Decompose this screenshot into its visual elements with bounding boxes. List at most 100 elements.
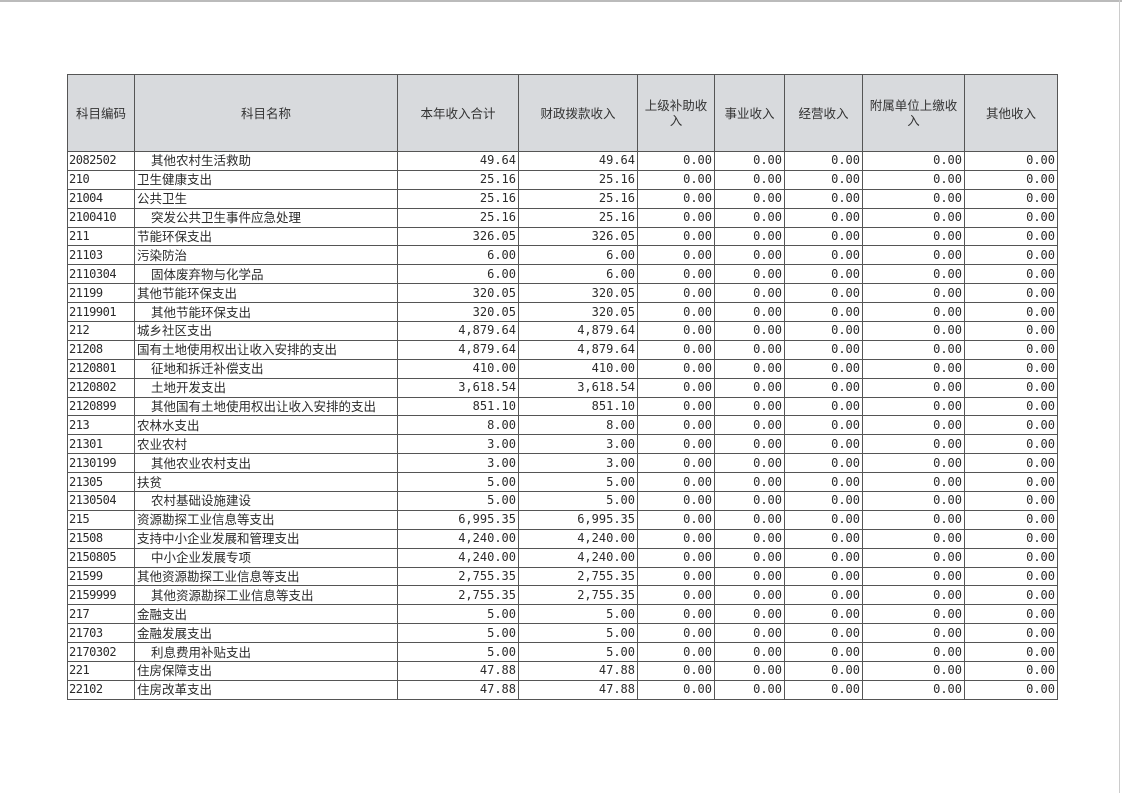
cell-name: 其他农村生活救助 — [134, 151, 398, 171]
cell-affiliated: 0.00 — [862, 566, 965, 587]
table-row: 21703 金融发展支出 5.00 5.00 0.00 0.00 0.00 0.00 0.00 — [67, 623, 1058, 644]
cell-business: 0.00 — [714, 509, 785, 530]
header-operating: 经营收入 — [784, 74, 863, 152]
cell-code: 2150805 — [67, 547, 135, 568]
cell-operating: 0.00 — [784, 377, 863, 398]
subject-name: 资源勘探工业信息等支出 — [137, 512, 275, 528]
cell-business: 0.00 — [714, 604, 785, 625]
cell-fiscal: 49.64 — [518, 151, 638, 171]
cell-affiliated: 0.00 — [862, 396, 965, 417]
cell-fiscal: 4,879.64 — [518, 339, 638, 360]
cell-other: 0.00 — [964, 283, 1058, 304]
cell-name: 金融支出 — [134, 604, 398, 625]
cell-fiscal: 47.88 — [518, 661, 638, 681]
cell-code: 2120802 — [67, 377, 135, 398]
cell-total: 5.00 — [397, 472, 519, 493]
cell-business: 0.00 — [714, 358, 785, 379]
cell-fiscal: 2,755.35 — [518, 585, 638, 606]
cell-affiliated: 0.00 — [862, 547, 965, 568]
cell-superior-subsidy: 0.00 — [637, 396, 715, 417]
cell-superior-subsidy: 0.00 — [637, 245, 715, 266]
subject-name: 国有土地使用权出让收入安排的支出 — [137, 342, 338, 358]
subject-name: 利息费用补贴支出 — [151, 644, 252, 660]
cell-business: 0.00 — [714, 661, 785, 681]
cell-name: 利息费用补贴支出 — [134, 642, 398, 663]
cell-superior-subsidy: 0.00 — [637, 679, 715, 700]
cell-name: 资源勘探工业信息等支出 — [134, 509, 398, 530]
subject-name: 城乡社区支出 — [137, 323, 213, 339]
cell-affiliated: 0.00 — [862, 472, 965, 493]
cell-business: 0.00 — [714, 434, 785, 455]
cell-affiliated: 0.00 — [862, 377, 965, 398]
cell-affiliated: 0.00 — [862, 509, 965, 530]
cell-fiscal: 4,240.00 — [518, 528, 638, 549]
cell-total: 4,240.00 — [397, 547, 519, 568]
cell-business: 0.00 — [714, 151, 785, 171]
cell-other: 0.00 — [964, 358, 1058, 379]
table-row: 2110304 固体废弃物与化学品 6.00 6.00 0.00 0.00 0.00 0.00… — [67, 264, 1058, 285]
cell-operating: 0.00 — [784, 509, 863, 530]
header-fiscal: 财政拨款收入 — [518, 74, 638, 152]
cell-name: 其他资源勘探工业信息等支出 — [134, 585, 398, 606]
table-row: 22102 住房改革支出 47.88 47.88 0.00 0.00 0.00 0.00 0.0… — [67, 679, 1058, 700]
cell-code: 211 — [67, 226, 135, 247]
cell-total: 3,618.54 — [397, 377, 519, 398]
cell-affiliated: 0.00 — [862, 264, 965, 285]
cell-operating: 0.00 — [784, 472, 863, 493]
cell-operating: 0.00 — [784, 188, 863, 209]
subject-name: 住房保障支出 — [137, 663, 213, 679]
cell-total: 5.00 — [397, 604, 519, 625]
cell-superior-subsidy: 0.00 — [637, 264, 715, 285]
cell-other: 0.00 — [964, 302, 1058, 323]
cell-code: 2159999 — [67, 585, 135, 606]
cell-other: 0.00 — [964, 509, 1058, 530]
cell-affiliated: 0.00 — [862, 679, 965, 700]
cell-code: 210 — [67, 169, 135, 190]
cell-superior-subsidy: 0.00 — [637, 358, 715, 379]
cell-name: 扶贫 — [134, 472, 398, 493]
table-row: 210 卫生健康支出 25.16 25.16 0.00 0.00 0.00 0.00 0.00 — [67, 169, 1058, 190]
scan-edge-top — [0, 0, 1122, 2]
cell-affiliated: 0.00 — [862, 302, 965, 323]
cell-code: 2120801 — [67, 358, 135, 379]
cell-superior-subsidy: 0.00 — [637, 566, 715, 587]
cell-fiscal: 4,240.00 — [518, 547, 638, 568]
cell-superior-subsidy: 0.00 — [637, 661, 715, 681]
cell-superior-subsidy: 0.00 — [637, 491, 715, 511]
cell-other: 0.00 — [964, 434, 1058, 455]
cell-code: 215 — [67, 509, 135, 530]
cell-total: 5.00 — [397, 642, 519, 663]
cell-fiscal: 3,618.54 — [518, 377, 638, 398]
cell-code: 21103 — [67, 245, 135, 266]
cell-affiliated: 0.00 — [862, 491, 965, 511]
cell-other: 0.00 — [964, 679, 1058, 700]
cell-total: 851.10 — [397, 396, 519, 417]
cell-affiliated: 0.00 — [862, 453, 965, 474]
table-row: 2170302 利息费用补贴支出 5.00 5.00 0.00 0.00 0.00 0.00 0… — [67, 642, 1058, 663]
cell-fiscal: 3.00 — [518, 453, 638, 474]
cell-name: 固体废弃物与化学品 — [134, 264, 398, 285]
table-row: 2100410 突发公共卫生事件应急处理 25.16 25.16 0.00 0.00 0.0… — [67, 207, 1058, 228]
cell-name: 土地开发支出 — [134, 377, 398, 398]
cell-affiliated: 0.00 — [862, 528, 965, 549]
table-row: 2120801 征地和拆迁补偿支出 410.00 410.00 0.00 0.00 0.00… — [67, 358, 1058, 379]
cell-superior-subsidy: 0.00 — [637, 472, 715, 493]
cell-total: 3.00 — [397, 434, 519, 455]
cell-name: 节能环保支出 — [134, 226, 398, 247]
table-row: 21103 污染防治 6.00 6.00 0.00 0.00 0.00 0.00 0.00 — [67, 245, 1058, 266]
cell-other: 0.00 — [964, 453, 1058, 474]
table-row: 2120802 土地开发支出 3,618.54 3,618.54 0.00 0.00 0.0… — [67, 377, 1058, 398]
cell-code: 2119901 — [67, 302, 135, 323]
cell-other: 0.00 — [964, 491, 1058, 511]
cell-operating: 0.00 — [784, 396, 863, 417]
subject-name: 固体废弃物与化学品 — [151, 266, 264, 282]
cell-fiscal: 5.00 — [518, 642, 638, 663]
header-affiliated: 附属单位上缴收入 — [862, 74, 965, 152]
cell-other: 0.00 — [964, 642, 1058, 663]
cell-name: 公共卫生 — [134, 188, 398, 209]
subject-name: 污染防治 — [137, 247, 188, 263]
cell-fiscal: 25.16 — [518, 169, 638, 190]
cell-business: 0.00 — [714, 415, 785, 436]
cell-total: 4,240.00 — [397, 528, 519, 549]
income-table: 科目编码 科目名称 本年收入合计 财政拨款收入 上级补助收入 事业收入 经营收入… — [67, 74, 1058, 700]
